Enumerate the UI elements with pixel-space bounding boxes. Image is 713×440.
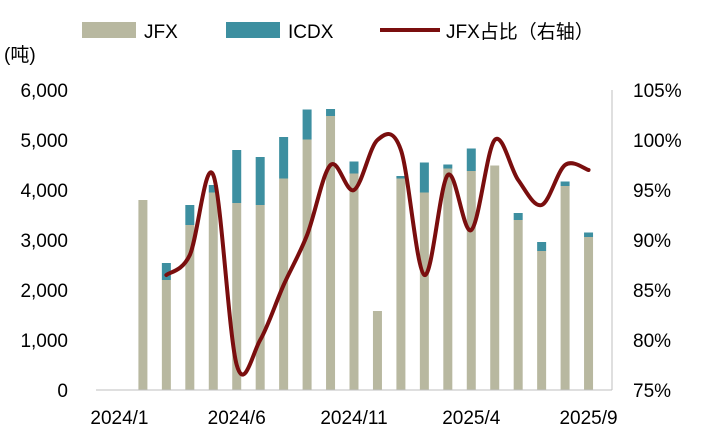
y-tick-label: 3,000 bbox=[20, 231, 68, 252]
bar-jfx bbox=[349, 173, 359, 390]
bar-jfx bbox=[490, 165, 500, 390]
legend-label-jfx: JFX bbox=[144, 22, 178, 43]
bar-icdx bbox=[419, 162, 429, 193]
x-tick-label: 2024/1 bbox=[90, 408, 148, 429]
y2-tick-label: 100% bbox=[633, 131, 682, 152]
bar-icdx bbox=[232, 150, 242, 203]
y2-tick-label: 90% bbox=[633, 231, 671, 252]
line-layer bbox=[164, 132, 591, 377]
x-tick-label: 2025/4 bbox=[442, 408, 501, 429]
bar-jfx bbox=[185, 225, 195, 390]
y-tick-label: 5,000 bbox=[20, 131, 68, 152]
y-tick-label: 4,000 bbox=[20, 181, 68, 202]
bar-icdx bbox=[396, 176, 406, 179]
bar-icdx bbox=[326, 109, 336, 116]
y-tick-label: 2,000 bbox=[20, 281, 68, 302]
bar-icdx bbox=[161, 263, 171, 280]
bar-jfx bbox=[326, 116, 336, 390]
x-tick-label: 2025/9 bbox=[559, 408, 617, 429]
y2-axis-tick-labels: 75% 80% 85% 90% 95% 100% 105% bbox=[633, 81, 682, 402]
x-axis-tick-labels: 2024/1 2024/6 2024/11 2025/4 2025/9 bbox=[90, 408, 617, 429]
legend-swatch-jfx bbox=[82, 22, 136, 38]
bar-jfx bbox=[584, 237, 594, 390]
bar-icdx bbox=[443, 164, 453, 169]
bar-jfx bbox=[232, 203, 242, 390]
bar-jfx bbox=[138, 200, 148, 390]
y2-tick-label: 80% bbox=[633, 331, 671, 352]
bar-jfx bbox=[302, 139, 312, 390]
bar-icdx bbox=[302, 109, 312, 140]
bars bbox=[138, 109, 594, 390]
x-tick-label: 2024/11 bbox=[320, 408, 387, 429]
bar-jfx bbox=[161, 280, 171, 390]
bar-jfx bbox=[560, 186, 570, 390]
legend-label-jfx-share: JFX占比（右轴） bbox=[446, 21, 594, 43]
bar-jfx bbox=[466, 171, 476, 390]
x-tick-label: 2024/6 bbox=[208, 408, 266, 429]
bar-jfx bbox=[419, 192, 429, 390]
bar-icdx bbox=[185, 205, 195, 225]
y-axis-unit-label: (吨) bbox=[4, 44, 36, 66]
bar-jfx bbox=[396, 178, 406, 390]
bar-jfx bbox=[255, 205, 265, 390]
y2-tick-label: 95% bbox=[633, 181, 671, 202]
bar-jfx bbox=[372, 311, 382, 390]
bar-icdx bbox=[279, 137, 289, 179]
bar-icdx bbox=[584, 232, 594, 237]
legend-swatch-icdx bbox=[226, 22, 280, 38]
bar-icdx bbox=[349, 161, 359, 174]
line-jfx-share bbox=[164, 132, 591, 377]
bar-icdx bbox=[560, 181, 570, 186]
bar-jfx bbox=[208, 192, 218, 390]
bar-icdx bbox=[537, 242, 547, 251]
bar-jfx bbox=[513, 220, 523, 390]
y2-tick-label: 75% bbox=[633, 381, 671, 402]
bar-icdx bbox=[208, 185, 218, 193]
bar-icdx bbox=[255, 157, 265, 205]
y-tick-label: 6,000 bbox=[20, 81, 68, 102]
bar-icdx bbox=[466, 148, 476, 171]
y-axis-tick-labels: 0 1,000 2,000 3,000 4,000 5,000 6,000 bbox=[20, 81, 68, 402]
legend: JFX ICDX JFX占比（右轴） bbox=[82, 21, 594, 43]
legend-label-icdx: ICDX bbox=[288, 22, 334, 43]
bar-jfx bbox=[537, 251, 547, 390]
y2-tick-label: 85% bbox=[633, 281, 671, 302]
y2-tick-label: 105% bbox=[633, 81, 682, 102]
y-tick-label: 0 bbox=[57, 381, 68, 402]
bar-jfx bbox=[443, 168, 453, 390]
y-tick-label: 1,000 bbox=[20, 331, 68, 352]
bar-icdx bbox=[513, 213, 523, 220]
